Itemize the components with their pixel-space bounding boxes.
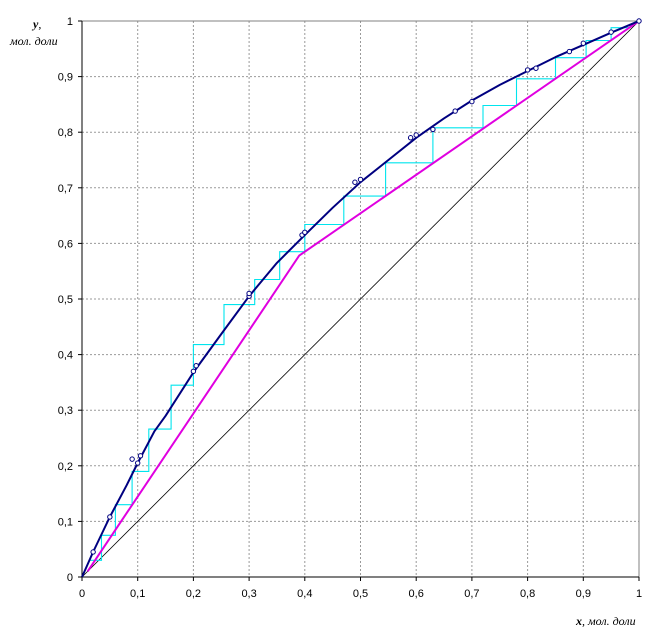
operating-line: [86, 20, 640, 572]
diagonal-series: [81, 20, 640, 578]
data-point: [533, 65, 539, 71]
x-tick-label: 0,3: [241, 588, 256, 600]
data-point: [413, 132, 419, 138]
data-point: [636, 18, 642, 24]
data-point: [90, 549, 96, 555]
data-point: [566, 48, 573, 55]
x-axis-variable: x: [575, 614, 582, 628]
equilibrium-curve: [81, 20, 640, 578]
y-axis-unit: мол. доли: [9, 34, 58, 48]
data-point: [524, 67, 531, 73]
y-tick-label: 0,3: [58, 405, 73, 417]
x-tick-label: 0,9: [576, 588, 591, 600]
data-point: [193, 363, 199, 369]
x-tick-label: 0,6: [409, 588, 424, 600]
data-point: [469, 98, 475, 105]
y-axis-separator: ,: [38, 17, 41, 31]
chart-grid: [82, 21, 639, 577]
x-tick-label: 0,1: [130, 588, 145, 600]
y-axis-variable: y: [31, 17, 39, 31]
y-tick-labels: 0 0,1 0,2 0,3 0,4 0,5 0,6 0,7 0,8 0,9 1: [58, 16, 82, 584]
data-point: [430, 126, 436, 133]
data-point: [135, 460, 141, 466]
y-tick-label: 0,6: [58, 238, 73, 250]
y-tick-label: 0,2: [58, 461, 73, 473]
y-axis-title-line1: y,: [31, 17, 41, 31]
data-point: [580, 40, 586, 46]
y-tick-label: 1: [67, 16, 73, 28]
y-tick-label: 0,7: [58, 183, 73, 195]
data-point: [107, 514, 113, 520]
y-tick-label: 0,4: [58, 350, 73, 362]
x-axis-title: x, мол. доли: [575, 614, 636, 628]
x-axis-unit: , мол. доли: [582, 614, 636, 628]
step-construction: [90, 27, 630, 561]
data-point: [352, 179, 358, 185]
stage-steps: [90, 27, 630, 561]
data-point: [137, 453, 144, 459]
y-tick-label: 0,5: [58, 294, 73, 306]
x-tick-label: 1: [636, 588, 642, 600]
x-tick-label: 0: [79, 588, 85, 600]
x-tick-label: 0,4: [297, 588, 312, 600]
y-tick-label: 0,9: [58, 72, 73, 84]
data-point: [407, 135, 414, 141]
equilibrium-curve-series: [81, 20, 640, 578]
y-tick-label: 0,1: [58, 516, 73, 528]
data-point: [190, 368, 197, 374]
data-point: [246, 290, 252, 297]
y-tick-label: 0,8: [58, 127, 73, 139]
experimental-points-series: [90, 18, 642, 555]
data-point: [452, 108, 458, 114]
x-tick-label: 0,7: [464, 588, 479, 600]
data-point: [357, 176, 364, 183]
y-tick-label: 0: [67, 572, 73, 584]
x-tick-label: 0,5: [353, 588, 368, 600]
x-tick-label: 0,2: [186, 588, 201, 600]
x-tick-label: 0,8: [520, 588, 535, 600]
x-tick-labels: 0 0,1 0,2 0,3 0,4 0,5 0,6 0,7 0,8 0,9 1: [79, 577, 642, 600]
operating-line-series: [86, 20, 640, 572]
diagonal-line: [81, 20, 640, 578]
data-point: [302, 229, 308, 235]
data-point: [608, 29, 614, 35]
data-point: [129, 456, 135, 462]
